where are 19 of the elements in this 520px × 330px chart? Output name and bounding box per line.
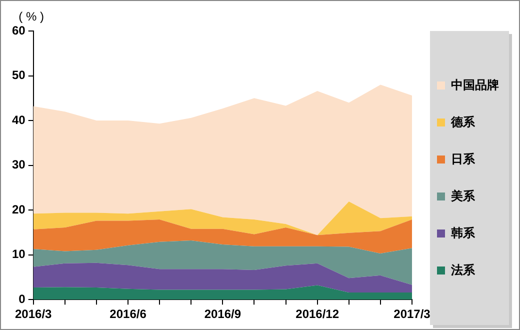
x-tick-label: 2016/6 [110,307,147,322]
x-tick-label: 2017/3 [394,307,431,322]
x-tick-label: 2016/9 [204,307,242,322]
legend-label: 德系 [450,114,476,129]
legend-label: 日系 [451,152,476,166]
y-tick-label: 20 [12,202,26,216]
y-axis-title: ( % ) [18,9,44,24]
legend-label: 美系 [450,188,476,203]
y-tick-label: 10 [12,247,26,262]
legend-label: 中国品牌 [451,78,499,92]
legend-label: 法系 [450,262,476,277]
y-tick-label: 30 [12,158,26,172]
y-tick-label: 40 [12,112,26,127]
x-tick-label: 2016/3 [14,307,52,322]
legend-label: 韩系 [450,226,476,240]
y-tick-label: 60 [12,23,26,38]
y-tick-label: 0 [18,292,26,306]
x-tick-label: 2016/12 [296,307,340,322]
y-tick-label: 50 [12,68,26,82]
